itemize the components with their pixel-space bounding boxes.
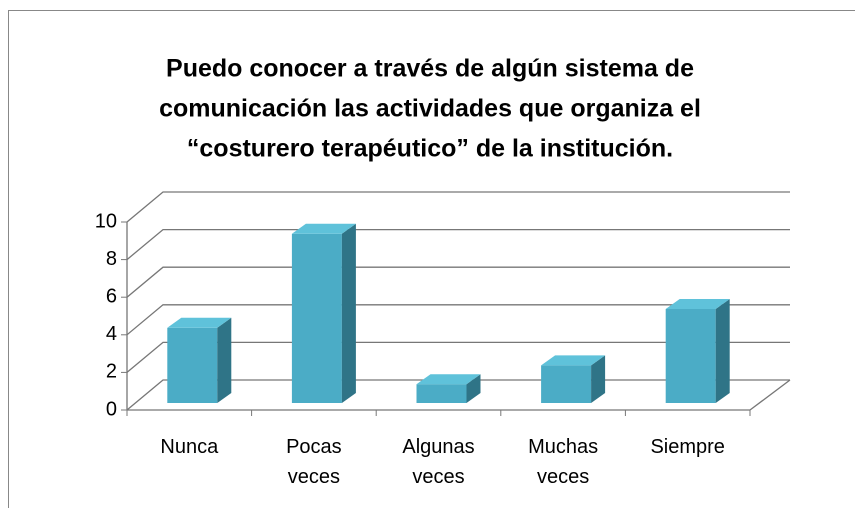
grid-line xyxy=(126,266,790,298)
bar xyxy=(541,365,592,403)
bar-side xyxy=(715,299,730,403)
bar-top xyxy=(416,374,481,385)
y-tick-label: 6 xyxy=(106,285,117,307)
chart-title: Puedo conocer a través de algún sistema … xyxy=(166,55,694,83)
bar-side xyxy=(217,317,232,403)
y-tick-label: 4 xyxy=(106,323,117,345)
grid-line xyxy=(126,341,790,373)
y-tick-label: 2 xyxy=(106,361,117,383)
y-tick-label: 10 xyxy=(95,210,117,232)
chart-title: “costurero terapéutico” de la institució… xyxy=(187,135,673,163)
grid-line xyxy=(126,304,790,336)
y-tick-label: 8 xyxy=(106,248,117,270)
bar-top xyxy=(291,223,356,234)
x-tick-label: Pocas veces xyxy=(286,436,342,488)
x-tick-label: Muchas veces xyxy=(528,436,599,488)
x-tick-label: Nunca xyxy=(160,436,219,458)
bar-side xyxy=(341,223,356,403)
bar-side xyxy=(591,355,606,403)
bar-side xyxy=(466,374,481,403)
x-tick-label: Siempre xyxy=(650,436,725,458)
bar-top xyxy=(665,299,730,309)
chart-title: comunicación las actividades que organiz… xyxy=(159,95,701,123)
bar xyxy=(167,327,218,403)
bar xyxy=(291,233,342,403)
bar xyxy=(416,384,467,403)
bar-top xyxy=(167,317,232,328)
grid-line xyxy=(126,191,790,223)
bar-top xyxy=(541,355,606,366)
bar xyxy=(665,309,716,403)
chart-frame xyxy=(8,10,855,508)
x-tick-label: Algunas veces xyxy=(402,436,475,488)
y-tick-label: 0 xyxy=(106,398,117,420)
grid-line xyxy=(126,228,790,261)
